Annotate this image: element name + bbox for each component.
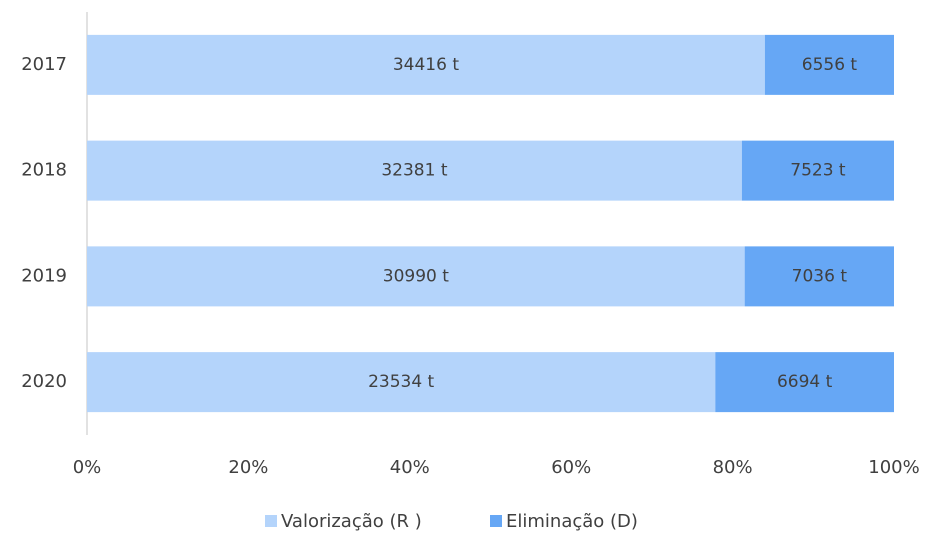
x-tick-label: 80%	[713, 457, 753, 478]
x-tick-label: 0%	[73, 457, 102, 478]
data-label: 34416 t	[393, 55, 459, 75]
bar-segment	[741, 140, 894, 201]
bar-segment	[87, 352, 716, 413]
y-tick-label: 2019	[21, 265, 67, 286]
data-label: 6556 t	[802, 55, 858, 75]
y-tick-label: 2018	[21, 160, 67, 181]
data-label: 23534 t	[368, 372, 434, 392]
bar-segment	[87, 34, 765, 95]
bar-segment	[744, 246, 894, 307]
data-label: 32381 t	[381, 161, 447, 181]
bar-segment	[87, 140, 742, 201]
legend-label: Eliminação (D)	[506, 511, 638, 532]
bar-segment	[764, 34, 894, 95]
x-tick-label: 40%	[390, 457, 430, 478]
bar-segment	[715, 352, 894, 413]
legend-swatch	[490, 515, 502, 527]
y-tick-label: 2017	[21, 54, 67, 75]
legend-label: Valorização (R )	[281, 511, 422, 532]
data-label: 7036 t	[792, 266, 848, 286]
y-tick-label: 2020	[21, 371, 67, 392]
x-tick-label: 100%	[868, 457, 919, 478]
x-tick-label: 20%	[228, 457, 268, 478]
legend-swatch	[265, 515, 277, 527]
x-tick-label: 60%	[551, 457, 591, 478]
data-label: 30990 t	[383, 266, 449, 286]
data-label: 6694 t	[777, 372, 833, 392]
data-label: 7523 t	[790, 161, 846, 181]
bar-segment	[87, 246, 745, 307]
